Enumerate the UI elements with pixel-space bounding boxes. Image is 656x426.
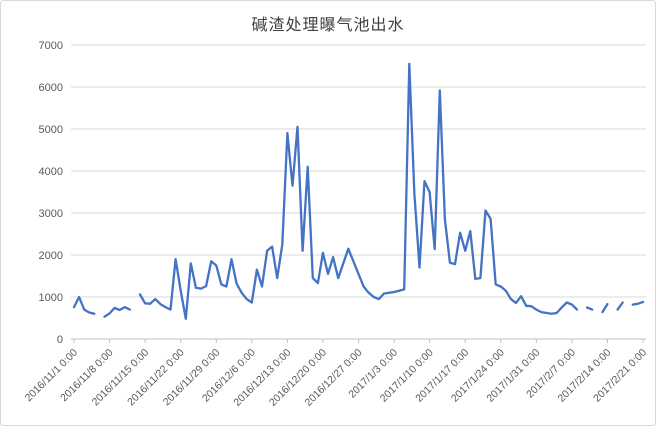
y-tick-label: 2000 [39, 250, 63, 262]
y-tick-label: 4000 [39, 166, 63, 178]
x-axis-ticks [73, 339, 644, 343]
y-tick-label: 5000 [39, 124, 63, 136]
y-tick-label: 7000 [39, 40, 63, 52]
y-tick-label: 1000 [39, 292, 63, 304]
y-tick-label: 3000 [39, 208, 63, 220]
y-axis-labels: 0 1000 2000 3000 4000 5000 6000 7000 [39, 40, 63, 346]
chart-title: 碱渣处理曝气池出水 [251, 17, 405, 34]
y-tick-label: 6000 [39, 82, 63, 94]
y-tick-label: 0 [57, 334, 63, 346]
series-line [72, 62, 645, 320]
gridlines [71, 44, 646, 340]
